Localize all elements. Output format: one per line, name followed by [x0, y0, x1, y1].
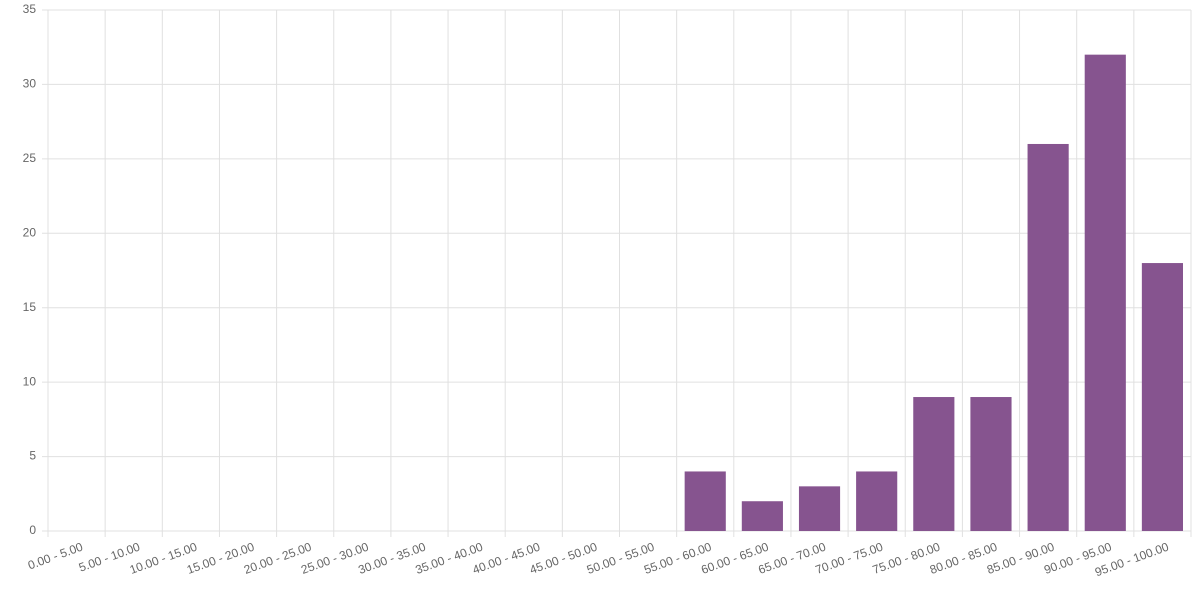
- y-tick-label: 5: [29, 449, 36, 463]
- bar: [913, 397, 955, 531]
- x-tick-label: 0.00 - 5.00: [26, 540, 85, 573]
- y-tick-label: 20: [23, 225, 37, 239]
- bar: [1141, 263, 1183, 531]
- y-tick-label: 0: [29, 523, 36, 537]
- y-tick-label: 30: [23, 77, 37, 91]
- y-tick-label: 35: [23, 2, 37, 16]
- bar: [1027, 143, 1069, 531]
- bar: [970, 397, 1012, 531]
- bar: [741, 501, 783, 531]
- y-tick-label: 10: [23, 374, 37, 388]
- bar: [684, 471, 726, 531]
- y-tick-label: 15: [23, 300, 37, 314]
- bar: [856, 471, 898, 531]
- bar: [798, 486, 841, 531]
- y-tick-label: 25: [23, 151, 37, 165]
- bar: [1084, 54, 1126, 532]
